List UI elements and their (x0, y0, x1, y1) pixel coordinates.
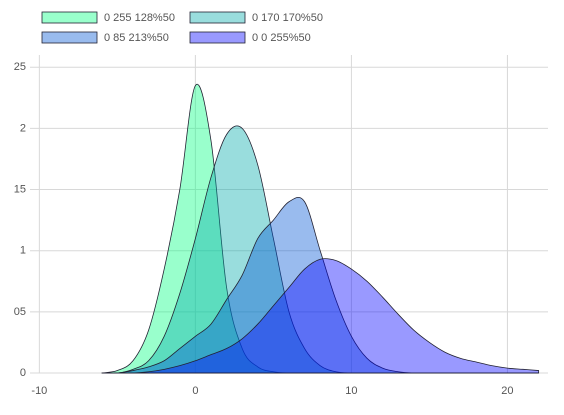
legend-swatch (41, 11, 98, 24)
x-tick-label: -10 (31, 385, 47, 397)
legend-label: 0 255 128%50 (104, 12, 175, 24)
legend-swatch (189, 11, 246, 24)
x-tick-label: 10 (345, 385, 357, 397)
area (101, 258, 540, 374)
y-tick-label: 0 (20, 367, 26, 379)
x-tick-label: 20 (501, 385, 513, 397)
y-tick-label: 2 (20, 122, 26, 134)
y-tick-label: 15 (14, 183, 26, 195)
legend-label: 0 85 213%50 (104, 32, 169, 44)
legend-swatch (189, 31, 246, 44)
legend-swatch (41, 31, 98, 44)
legend-label: 0 170 170%50 (252, 12, 323, 24)
legend-label: 0 0 255%50 (252, 32, 311, 44)
y-tick-label: 1 (20, 245, 26, 257)
y-tick-label: 25 (14, 61, 26, 73)
y-tick-label: 05 (14, 306, 26, 318)
x-tick-label: 0 (192, 385, 198, 397)
